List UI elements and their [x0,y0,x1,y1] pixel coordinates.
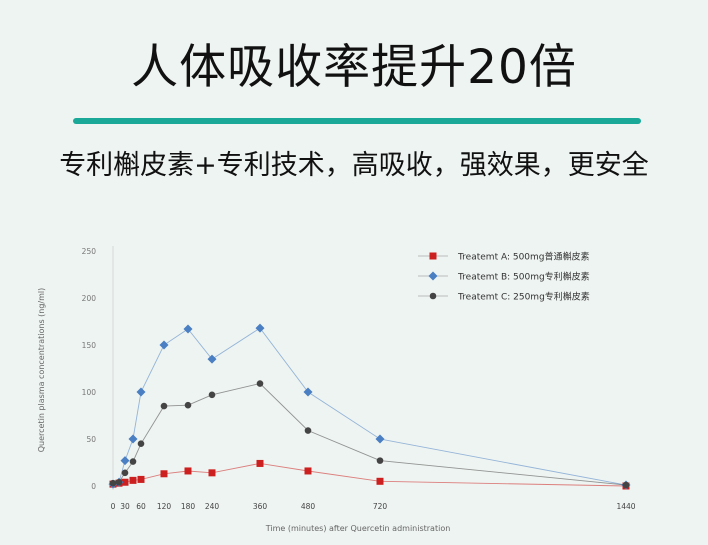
data-point [121,469,129,477]
legend-entry: Treatemt C: 250mg专利槲皮素 [418,291,590,303]
data-point [622,481,630,489]
headline-divider [73,118,641,124]
legend-entry: Treatemt A: 500mg普通槲皮素 [418,251,590,263]
data-point [109,479,117,487]
data-point [303,387,313,397]
x-axis-label: Time (minutes) after Quercetin administr… [265,524,451,533]
y-tick-label: 0 [91,482,96,491]
data-point [375,434,385,444]
data-point [208,391,216,399]
data-point [304,467,312,475]
subheadline: 专利槲皮素+专利技术，高吸收，强效果，更安全 [59,150,649,181]
plasma-concentration-chart: 0 50 100 150 200 250 0 30 60 120 180 240 360 480 720 14… [37,246,636,533]
data-point [208,469,216,477]
y-tick-label: 150 [82,341,97,350]
series-line [112,327,627,486]
data-point [129,458,137,465]
x-tick-label: 240 [205,502,220,511]
data-point [429,252,437,260]
data-point [128,434,138,444]
data-point [115,478,123,486]
x-tick-label: 360 [253,502,268,511]
y-axis-label: Quercetin plasma concentrations (ng/ml) [37,288,46,453]
data-point [159,340,169,350]
legend-label: Treatemt A: 500mg普通槲皮素 [457,251,590,263]
data-point [137,475,145,483]
legend: Treatemt A: 500mg普通槲皮素 Treatemt B: 500mg专… [418,251,590,303]
data-point [376,457,384,464]
data-point [129,476,137,484]
series-layer [108,323,631,490]
series-a [109,459,630,490]
data-point [429,292,437,300]
data-point [120,456,130,466]
x-tick-label: 1440 [616,502,635,511]
y-tick-label: 100 [82,388,97,397]
data-point [137,440,145,447]
data-point [255,323,265,333]
axes: 0 50 100 150 200 250 0 30 60 120 180 240 360 480 720 14… [82,246,636,511]
x-tick-label: 60 [136,502,146,511]
x-tick-label: 720 [373,502,388,511]
x-tick-label: 180 [181,502,196,511]
data-point [184,401,192,409]
headline: 人体吸收率提升20倍 [131,40,577,95]
data-point [376,477,384,485]
legend-entry: Treatemt B: 500mg专利槲皮素 [418,271,590,283]
data-point [207,354,217,364]
data-point [183,324,193,334]
x-tick-label: 30 [120,502,130,511]
data-point [121,478,129,486]
series-c [109,380,630,489]
data-point [160,470,168,478]
data-point [136,387,146,397]
series-line [112,462,627,487]
data-point [160,402,168,410]
y-tick-label: 50 [86,435,96,444]
data-point [184,467,192,475]
data-point [428,271,438,281]
x-tick-label: 0 [111,502,116,511]
data-point [256,459,264,467]
y-tick-label: 200 [82,294,97,303]
legend-label: Treatemt C: 250mg专利槲皮素 [457,291,590,303]
y-tick-label: 250 [82,247,97,256]
data-point [256,380,264,387]
data-point [304,427,312,434]
x-tick-label: 120 [157,502,172,511]
x-tick-label: 480 [301,502,316,511]
legend-label: Treatemt B: 500mg专利槲皮素 [457,271,590,283]
